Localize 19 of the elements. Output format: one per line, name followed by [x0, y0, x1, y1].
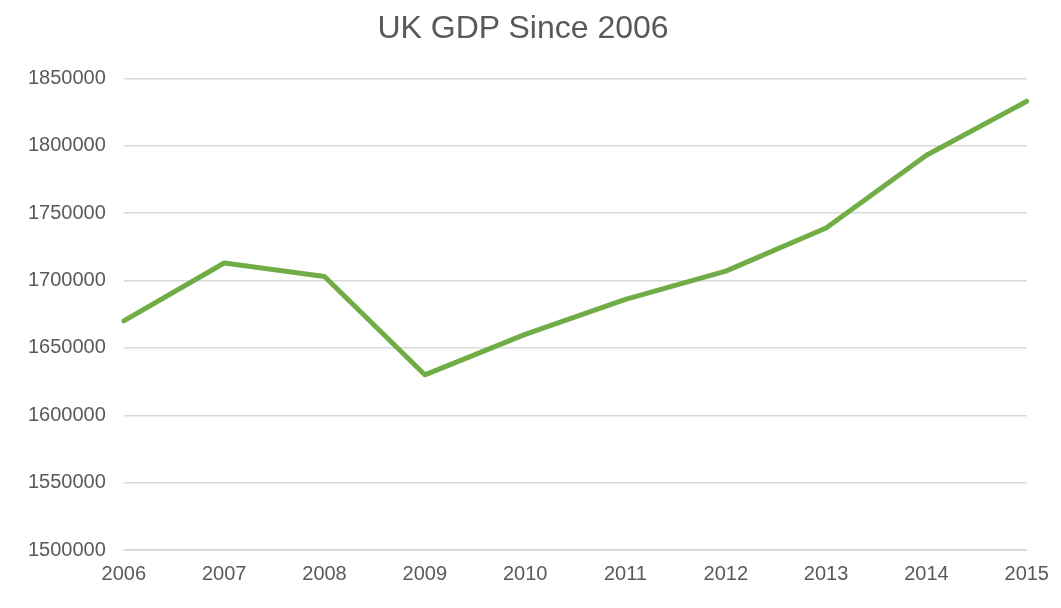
x-tick-label: 2010	[502, 561, 548, 584]
x-tick-label: 2013	[803, 561, 849, 584]
y-tick-label: 1550000	[27, 470, 106, 493]
x-tick-label: 2007	[201, 561, 247, 584]
chart-title: UK GDP Since 2006	[377, 9, 669, 46]
x-tick-label: 2014	[904, 561, 949, 584]
x-tick-label: 2011	[603, 561, 647, 584]
y-tick-label: 1500000	[27, 537, 106, 560]
x-tick-label: 2009	[402, 561, 448, 584]
x-tick-label: 2012	[703, 561, 749, 584]
y-tick-label: 1650000	[27, 335, 106, 358]
y-tick-label: 1750000	[27, 200, 106, 223]
y-tick-label: 1600000	[27, 402, 106, 425]
x-tick-label: 2008	[302, 561, 347, 584]
y-tick-label: 1850000	[27, 65, 106, 88]
x-tick-label: 2015	[1004, 561, 1049, 584]
y-tick-label: 1700000	[27, 268, 106, 291]
y-tick-label: 1800000	[27, 133, 106, 156]
x-tick-label: 2006	[101, 561, 147, 584]
